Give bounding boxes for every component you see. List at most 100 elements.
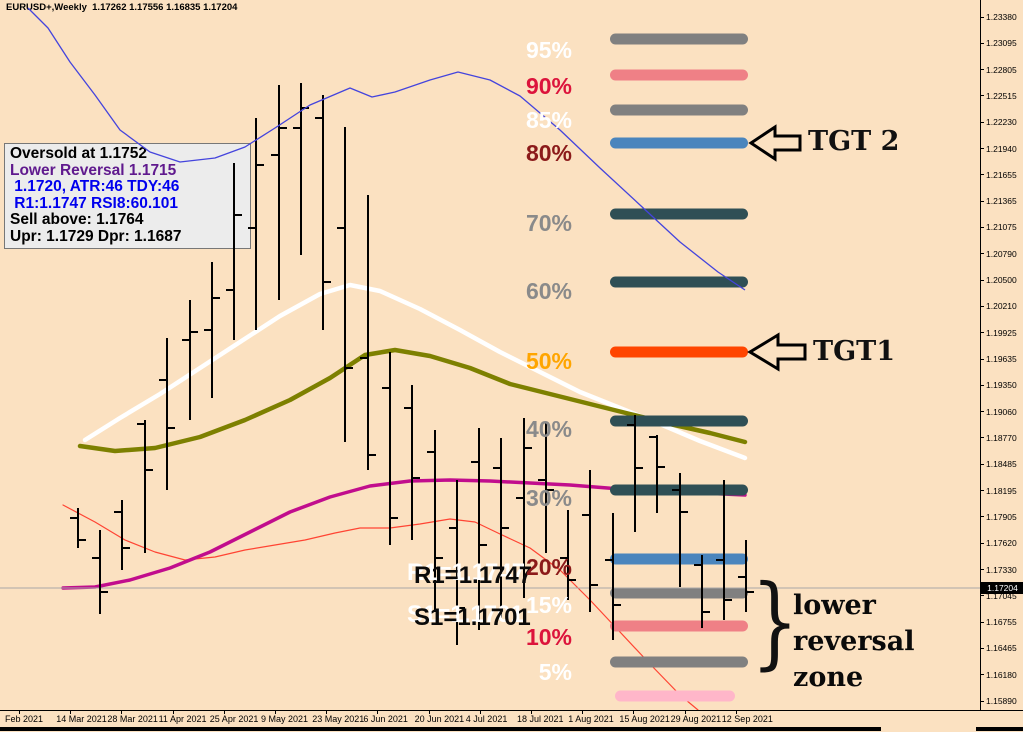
price-axis-label: 1.16180 bbox=[981, 670, 1023, 680]
price-tick bbox=[981, 595, 984, 597]
ohlc-bar-3 bbox=[114, 500, 130, 570]
r1-label: R1=1.1747 bbox=[414, 562, 533, 589]
time-tick bbox=[223, 711, 225, 714]
ohlc-bar-24 bbox=[582, 470, 598, 612]
price-axis-label: 1.16465 bbox=[981, 643, 1023, 653]
ohlc-bar-10 bbox=[271, 85, 287, 300]
time-scale[interactable]: Feb 2021 14 Mar 2021 28 Mar 2021 11 Apr 202… bbox=[0, 710, 1023, 728]
price-axis-label: 1.16755 bbox=[981, 617, 1023, 627]
price-tick bbox=[981, 358, 984, 360]
price-text: 1.22805 bbox=[986, 64, 1017, 75]
price-tick bbox=[981, 490, 984, 492]
ohlc-bar-21 bbox=[516, 418, 532, 598]
price-text: 1.17620 bbox=[986, 538, 1017, 549]
ohlc-bar-26 bbox=[627, 415, 643, 532]
price-text: 1.19060 bbox=[986, 406, 1017, 417]
ohlc-bar-2 bbox=[92, 530, 108, 614]
time-tick bbox=[275, 711, 276, 714]
time-axis-label: 1 Aug 2021 bbox=[568, 714, 614, 724]
info-box-line-5: Sell above: 1.1764 bbox=[10, 211, 144, 229]
price-tick bbox=[981, 200, 984, 202]
ohlc-bar-17 bbox=[427, 430, 443, 612]
ma-white bbox=[82, 282, 748, 461]
price-axis-label: 1.19350 bbox=[981, 380, 1023, 390]
tgt1-arrow-icon bbox=[747, 332, 807, 372]
indicator-info-box: Oversold at 1.1752 Lower Reversal 1.1715 … bbox=[4, 143, 251, 249]
ohlc-bar-13 bbox=[337, 127, 353, 442]
zone-bar-3 bbox=[610, 104, 748, 116]
price-text: 1.17045 bbox=[986, 590, 1017, 601]
ohlc-bar-27 bbox=[649, 435, 665, 513]
price-tick bbox=[981, 647, 984, 649]
ohlc-bar-31 bbox=[738, 540, 754, 612]
price-tick bbox=[981, 700, 984, 702]
price-text: 1.19350 bbox=[986, 380, 1017, 391]
price-axis-label: 1.19925 bbox=[981, 328, 1023, 338]
time-tick bbox=[684, 711, 686, 714]
time-axis-label: 18 Jul 2021 bbox=[517, 714, 564, 724]
price-axis-label: 1.19060 bbox=[981, 407, 1023, 417]
percent-label-5%: 5% bbox=[538, 659, 572, 685]
price-axis-label: 1.20790 bbox=[981, 249, 1023, 259]
price-axis-label: 1.17045 bbox=[981, 591, 1023, 601]
price-text: 1.17905 bbox=[986, 511, 1017, 522]
price-axis-label: 1.22805 bbox=[981, 65, 1023, 75]
price-axis-label: 1.20210 bbox=[981, 301, 1023, 311]
price-axis-label: 1.20500 bbox=[981, 275, 1023, 285]
price-tick bbox=[981, 69, 984, 71]
time-tick bbox=[70, 711, 72, 714]
price-axis-label: 1.17620 bbox=[981, 538, 1023, 548]
price-axis-label: 1.21365 bbox=[981, 196, 1023, 206]
price-tick bbox=[981, 95, 984, 97]
bottom-border-right bbox=[976, 727, 1023, 731]
time-axis-label: 29 Aug 2021 bbox=[670, 714, 722, 724]
ohlc-bar-12 bbox=[315, 95, 331, 330]
ohlc-bar-7 bbox=[204, 262, 220, 398]
price-tick bbox=[981, 621, 984, 623]
info-box-line-1: Oversold at 1.1752 bbox=[10, 145, 147, 162]
price-scale[interactable]: 1.17204 1.23380 1.23095 1.22805 1.22515 1.22… bbox=[980, 0, 1023, 710]
current-price-tag: 1.17204 bbox=[981, 582, 1023, 594]
time-axis-label: 20 Jun 2021 bbox=[414, 714, 465, 724]
zone-bar-4 bbox=[610, 137, 748, 149]
chart-title-ohlc: EURUSD+,Weekly 1.17262 1.17556 1.16835 1… bbox=[6, 2, 238, 13]
price-tick bbox=[981, 332, 984, 334]
price-tick bbox=[981, 411, 984, 413]
info-box-line-2: Lower Reversal 1.1715 bbox=[10, 161, 177, 179]
price-text: 1.23095 bbox=[986, 38, 1017, 49]
ohlc-bar-20 bbox=[493, 438, 509, 618]
price-tick bbox=[981, 253, 984, 255]
reversal-zone-word-3: zone bbox=[793, 662, 864, 693]
time-tick bbox=[428, 711, 430, 714]
tgt2-label: TGT 2 bbox=[808, 126, 900, 157]
time-axis-label: 11 Apr 2021 bbox=[158, 714, 207, 724]
ohlc-bar-6 bbox=[182, 300, 198, 420]
price-tick bbox=[981, 569, 984, 570]
price-axis-label: 1.18485 bbox=[981, 459, 1023, 469]
tgt1-label: TGT1 bbox=[813, 336, 896, 367]
price-axis-label: 1.18770 bbox=[981, 433, 1023, 443]
percent-label-70%: 70% bbox=[525, 210, 572, 236]
price-text: 1.21655 bbox=[986, 169, 1017, 180]
time-tick bbox=[172, 711, 174, 714]
ohlc-bar-4 bbox=[137, 420, 153, 553]
price-text: 1.22515 bbox=[986, 90, 1017, 101]
price-text: 1.16755 bbox=[986, 617, 1017, 628]
s1-label: S1=1.1701 bbox=[414, 604, 531, 631]
reversal-zone-word-2: reversal bbox=[793, 626, 915, 657]
time-axis-label: Feb 2021 bbox=[5, 714, 44, 724]
chart-canvas[interactable] bbox=[0, 0, 980, 710]
ohlc-bar-22 bbox=[538, 423, 554, 553]
ohlc-bar-15 bbox=[382, 352, 398, 545]
ohlc-bar-8 bbox=[226, 163, 242, 340]
zone-bar-13 bbox=[610, 656, 748, 668]
time-axis-label: 15 Aug 2021 bbox=[619, 714, 670, 724]
price-axis-label: 1.21075 bbox=[981, 222, 1023, 232]
zone-bar-5 bbox=[610, 208, 748, 220]
price-tick bbox=[981, 674, 984, 676]
time-tick bbox=[735, 711, 737, 714]
ohlc-bar-9 bbox=[248, 118, 264, 330]
price-axis-label: 1.17905 bbox=[981, 512, 1023, 522]
ohlc-bar-11 bbox=[293, 83, 309, 255]
